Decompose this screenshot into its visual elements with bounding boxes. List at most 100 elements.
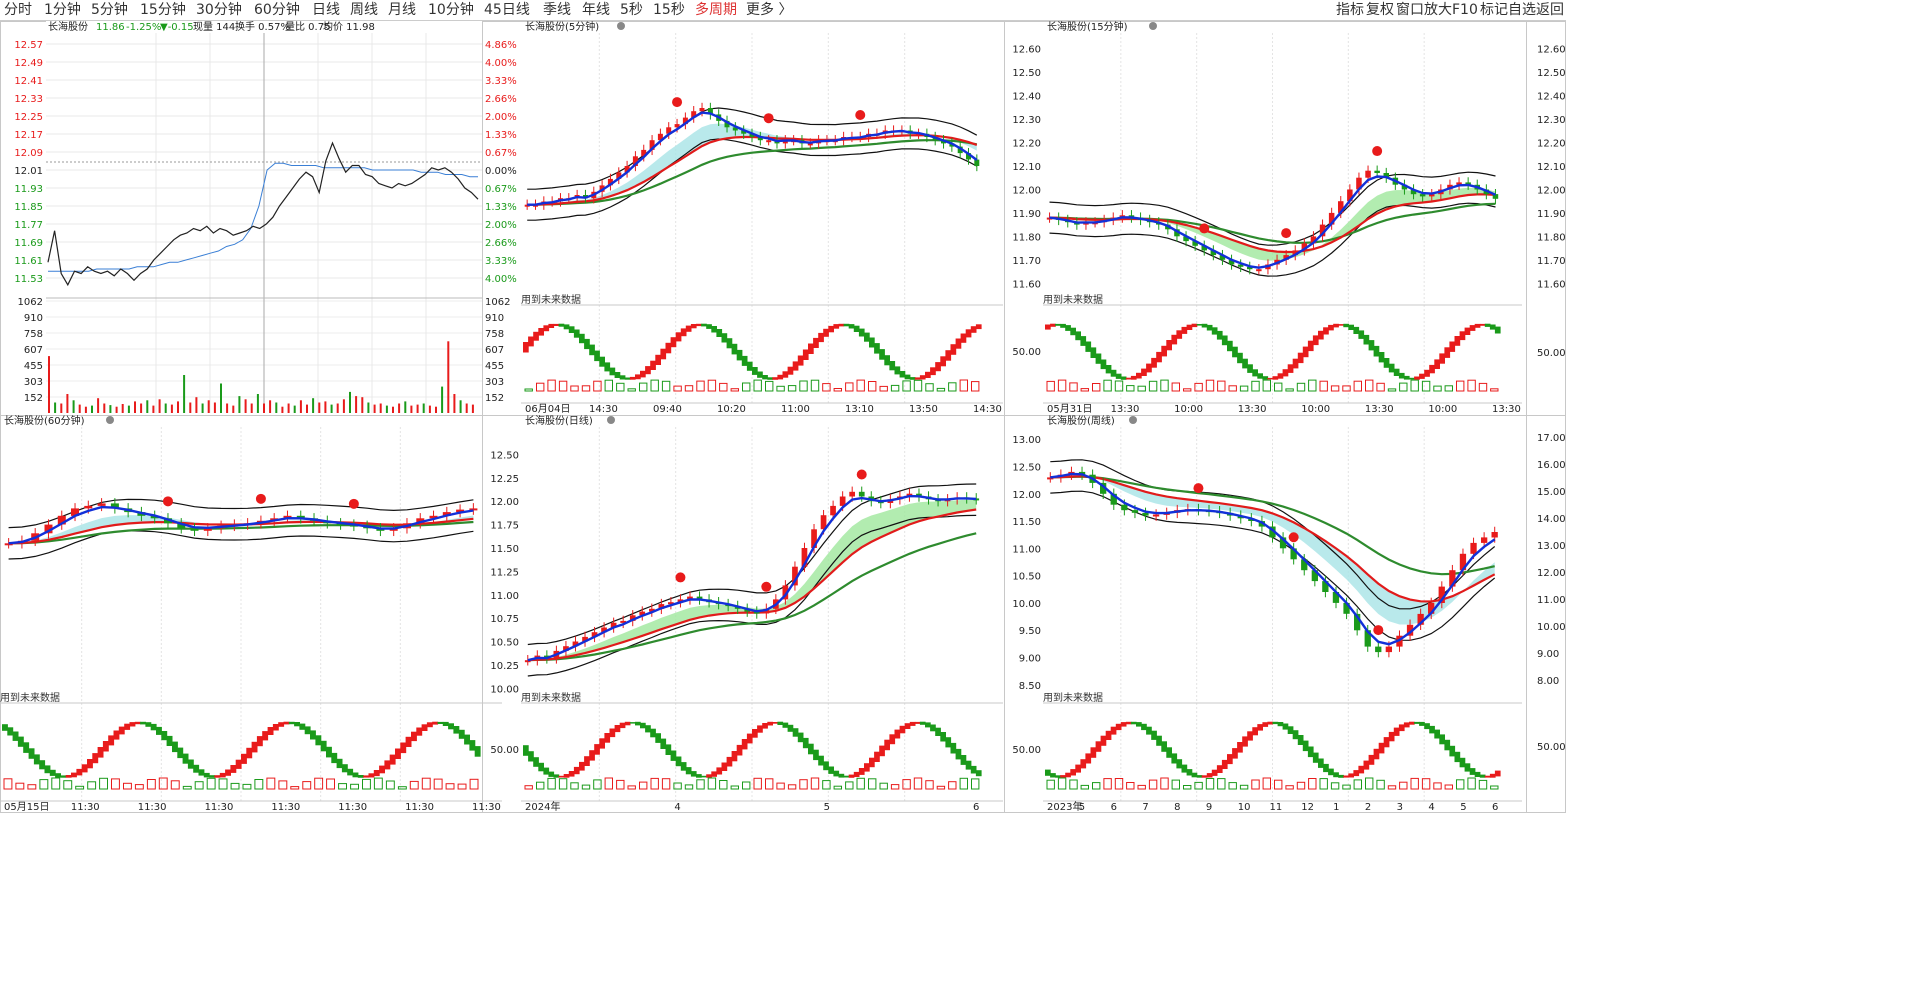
osc-ribbon [161,731,168,741]
osc-ribbon [1373,748,1380,760]
osc-box [650,777,659,790]
right-tick-label: 17.00 [1537,433,1566,444]
osc-box [799,380,808,392]
osc-ribbon [701,323,707,327]
osc-ribbon [108,735,115,746]
volume-bar [410,405,413,413]
osc-box [1046,380,1055,392]
tab-45day[interactable]: 45日线 [484,2,530,18]
osc-ribbon [777,721,784,725]
tab-60min[interactable]: 60分钟 [254,2,300,18]
x-tick-label: 11 [1270,802,1283,813]
btn-indicator[interactable]: 指标 [1336,2,1364,18]
candle [973,498,980,501]
osc-ribbon [721,333,728,343]
tab-multi-period[interactable]: 多周期 [695,2,737,18]
settings-icon [1149,22,1157,30]
osc-ribbon [1429,364,1435,374]
btn-watchlist[interactable]: 自选 [1508,2,1536,18]
candle [1356,177,1362,190]
osc-ribbon [1110,726,1117,735]
osc-box [673,782,682,790]
osc-ribbon [711,771,717,777]
tab-1min[interactable]: 1分钟 [44,2,81,18]
candle [97,503,106,506]
period-toolbar: 分时 1分钟 5分钟 15分钟 30分钟 60分钟 日线 周线 月线 10分钟 … [0,0,1566,21]
tab-10min[interactable]: 10分钟 [428,2,474,18]
osc-box [524,785,533,790]
tab-more[interactable]: 更多 〉 [746,2,793,18]
tab-quarter[interactable]: 季线 [543,2,571,18]
volume-bar [336,403,339,413]
osc-box [650,379,659,392]
btn-window[interactable]: 窗口 [1396,2,1424,18]
osc-box [1114,380,1124,392]
btn-back[interactable]: 返回 [1536,2,1564,18]
volume-bar [238,396,241,413]
osc-ribbon [772,377,779,380]
osc-box [879,782,888,790]
tab-day[interactable]: 日线 [312,2,340,18]
btn-f10[interactable]: F10 [1452,2,1478,18]
right-osc-label: 50.00 [1537,742,1566,753]
x-tick-label: 11:30 [71,802,100,813]
osc-box [1057,379,1067,392]
tab-5sec[interactable]: 5秒 [620,2,643,18]
osc-box [338,783,348,790]
osc-box [742,382,751,392]
osc-ribbon [818,755,824,766]
volume-bar [140,403,143,413]
x-tick-label: 6 [973,802,979,813]
osc-ribbon [670,337,677,348]
osc-ribbon [523,745,529,756]
candle [71,508,79,516]
osc-ribbon [113,730,120,740]
tab-month[interactable]: 月线 [388,2,416,18]
osc-ribbon [533,757,539,767]
osc-ribbon [320,740,327,752]
right-tick-label: 12.50 [1537,68,1566,79]
btn-rights[interactable]: 复权 [1366,2,1394,18]
volume-bar [293,405,296,413]
candle [164,518,172,524]
osc-box [845,781,854,790]
osc-ribbon [389,754,396,765]
tab-30min[interactable]: 30分钟 [196,2,242,18]
btn-zoom[interactable]: 放大 [1424,2,1452,18]
osc-ribbon [294,722,300,727]
price-tick-label: 12.17 [14,130,43,141]
osc-ribbon [225,769,231,776]
candle [1183,236,1189,242]
osc-box [913,379,923,392]
osc-ribbon [134,721,141,725]
y-tick-label: 11.80 [1012,232,1041,243]
osc-ribbon [177,747,184,759]
candle [1491,532,1498,538]
osc-ribbon [635,721,641,726]
candle [1456,182,1462,185]
pct-tick-label: 2.00% [485,220,517,231]
osc-box [765,380,774,392]
tab-15sec[interactable]: 15秒 [653,2,685,18]
osc-ribbon [930,724,936,732]
tab-15min[interactable]: 15分钟 [140,2,186,18]
osc-box [879,385,888,392]
tab-fenshi[interactable]: 分时 [4,2,32,18]
kline-panel-k60: 长海股份(60分钟) 用到未来数据 05月15日 11:30 11:30 11:30 11:… [0,414,502,813]
tab-year[interactable]: 年线 [582,2,610,18]
osc-ribbon [1378,352,1385,363]
pct-tick-label: 3.33% [485,76,517,87]
osc-box [936,785,946,790]
x-tick-label: 4 [1428,802,1434,813]
tab-week[interactable]: 周线 [350,2,378,18]
osc-ribbon [589,344,595,356]
osc-ribbon [1085,341,1092,352]
osc-box [1456,779,1465,790]
btn-mark[interactable]: 标记 [1480,2,1508,18]
osc-ribbon [731,751,738,762]
osc-box [1308,778,1317,790]
osc-ribbon [464,734,470,745]
osc-box [822,780,831,790]
volume-bar [416,404,419,413]
tab-5min[interactable]: 5分钟 [91,2,128,18]
